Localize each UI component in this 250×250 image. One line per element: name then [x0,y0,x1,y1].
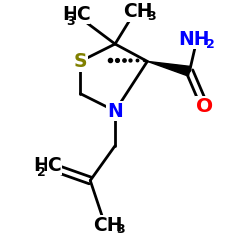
Text: CH: CH [93,216,122,235]
Text: C: C [48,156,61,175]
Text: 3: 3 [147,10,155,23]
Text: N: N [107,102,123,120]
Text: S: S [74,52,87,71]
Text: H: H [62,5,78,24]
Text: NH: NH [179,30,210,48]
Text: C: C [76,5,90,24]
Polygon shape [147,61,191,76]
Text: 2: 2 [38,166,46,179]
Text: 2: 2 [206,38,215,51]
Text: 3: 3 [66,15,75,28]
Text: 3: 3 [116,223,125,236]
Text: CH: CH [123,2,152,21]
Text: H: H [34,156,49,175]
Text: O: O [196,96,213,116]
